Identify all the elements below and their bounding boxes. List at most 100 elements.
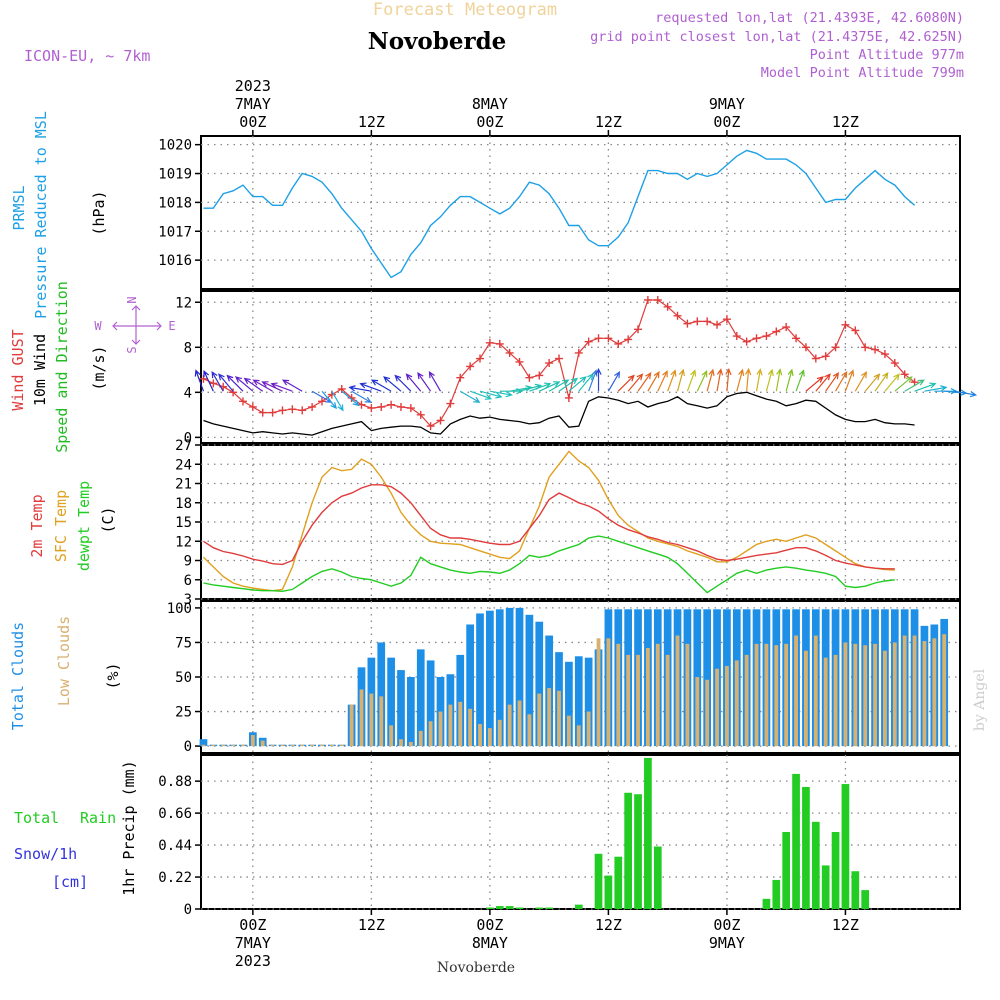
low-cloud-bar (201, 744, 206, 747)
gust-marker (841, 320, 850, 329)
wind-direction-arrow (805, 376, 824, 392)
low-cloud-bar (853, 643, 858, 747)
gust-marker (564, 393, 573, 402)
low-cloud-bar (369, 693, 374, 747)
low-cloud-bar (813, 635, 818, 747)
wind-direction-arrow (351, 390, 372, 403)
precip-rain-label: Rain (80, 809, 116, 827)
wind-direction-arrow (647, 370, 660, 392)
footer-location: Novoberde (437, 960, 515, 976)
total-cloud-bar (495, 609, 504, 747)
gust-marker (476, 354, 485, 363)
gust-marker (752, 334, 761, 343)
low-cloud-bar (596, 638, 601, 747)
gust-marker (535, 371, 544, 380)
panel-cloud: 0 25 50 75 100 (167, 600, 961, 755)
compass-north: N (125, 296, 139, 303)
gust-marker (446, 399, 455, 408)
gust-marker (456, 373, 465, 382)
gust-marker (683, 319, 692, 328)
y-tick-label: 100 (167, 601, 192, 617)
wind-direction-arrow (617, 374, 635, 392)
total-cloud-bar (416, 649, 425, 747)
gust-marker (317, 397, 326, 406)
time-tick-label: 8MAY (472, 934, 508, 952)
wind-direction-arrow (243, 377, 264, 392)
rain-bar (811, 821, 820, 909)
location-title: Novoberde (368, 28, 507, 55)
time-tick-label: 12Z (832, 113, 859, 131)
gust-marker (466, 362, 475, 371)
wind-direction-arrow (815, 373, 831, 392)
low-cloud-label: Low Clouds (55, 616, 73, 706)
low-cloud-bar (833, 654, 838, 747)
gust-marker (811, 354, 820, 363)
gust-marker (584, 337, 593, 346)
y-tick-label: 24 (175, 457, 192, 473)
wind-direction-arrow (657, 370, 668, 392)
watermark: by Angel (972, 668, 988, 731)
low-cloud-bar (873, 643, 877, 747)
gust-marker (831, 343, 840, 352)
low-cloud-bar (507, 704, 512, 747)
low-cloud-bar (794, 635, 798, 747)
point-altitude: Point Altitude 977m (810, 47, 964, 63)
wind-speed-line (203, 391, 915, 436)
low-cloud-bar (280, 744, 285, 747)
wind-direction-arrow (234, 376, 254, 392)
rain-bar (535, 907, 544, 909)
rain-bar (594, 853, 603, 909)
wind-direction-arrow (686, 369, 697, 392)
low-cloud-bar (695, 677, 700, 747)
wind-direction-arrow (844, 369, 855, 392)
gust-marker (663, 302, 672, 311)
low-cloud-bar (744, 654, 749, 747)
model-altitude: Model Point Altitude 799m (761, 65, 964, 81)
sfc-temp-line (203, 450, 895, 592)
y-tick-label: 25 (175, 705, 192, 721)
low-cloud-bar (270, 744, 275, 747)
gust-marker (722, 315, 731, 324)
wind-direction-arrow (884, 373, 900, 392)
gust-marker (742, 337, 751, 346)
low-cloud-bar (902, 635, 907, 747)
y-tick-label: 1016 (158, 253, 192, 269)
gust-marker (485, 338, 494, 347)
wind-direction-arrow (261, 381, 283, 392)
y-tick-label: 0.22 (158, 870, 192, 886)
gust-marker (792, 334, 801, 343)
rain-bar (831, 832, 840, 909)
gust-marker (288, 405, 297, 414)
rain-bar (545, 907, 553, 909)
wind-direction-arrow (529, 382, 552, 392)
low-cloud-bar (310, 744, 315, 747)
wind-label: 10m Wind (31, 334, 49, 406)
panel-wind: 0 4 8 12 (175, 291, 978, 446)
time-tick-label: 00Z (476, 113, 503, 131)
y-tick-label: 0 (184, 902, 192, 918)
low-cloud-bar (221, 744, 226, 747)
low-cloud-bar (645, 647, 650, 747)
rain-bar (841, 784, 850, 909)
panel-pressure: 1016 1017 1018 1019 1020 (158, 135, 961, 290)
time-tick-label: 12Z (358, 916, 385, 934)
gust-marker (880, 350, 889, 359)
rain-bar (782, 832, 791, 909)
rain-bar (792, 773, 800, 909)
wind-direction-arrow (914, 382, 937, 392)
y-tick-label: 0.66 (158, 806, 192, 822)
wind-direction-arrow (203, 370, 214, 392)
gust-marker (624, 335, 633, 344)
wind-direction-arrow (405, 373, 422, 392)
gust-marker (258, 408, 267, 417)
gust-marker (229, 388, 238, 397)
rain-bar (634, 794, 642, 909)
wind-direction-arrow (359, 382, 382, 392)
low-cloud-bar (912, 635, 917, 747)
wind-direction-arrow (725, 367, 732, 392)
precip-snow-label: Snow/1h (14, 845, 77, 863)
wind-direction-arrow (904, 379, 925, 392)
gust-marker (732, 332, 741, 341)
wind-direction-arrow (331, 390, 344, 412)
